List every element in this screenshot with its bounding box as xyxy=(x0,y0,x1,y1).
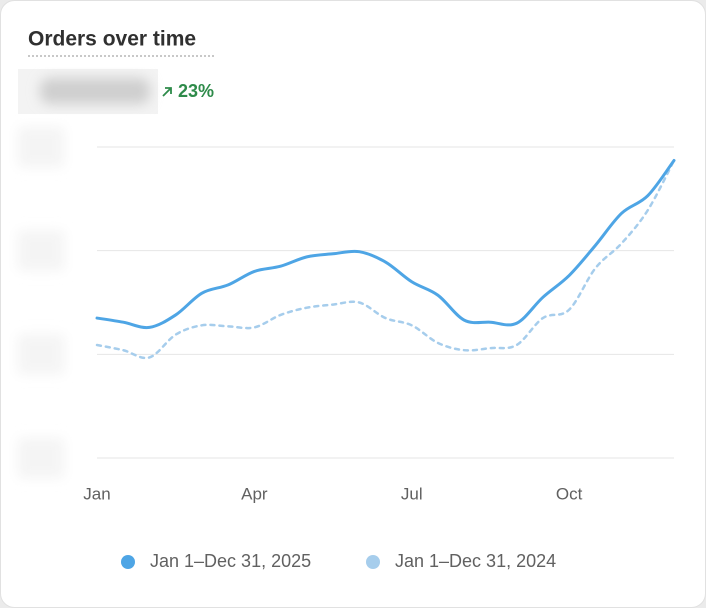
series-line xyxy=(95,158,676,330)
blurred-y-tick-label xyxy=(18,334,64,375)
change-percent: 23% xyxy=(178,81,214,101)
blurred-y-tick-label xyxy=(18,438,64,478)
x-tick-label: Apr xyxy=(241,484,268,503)
blurred-total-text xyxy=(40,78,150,104)
card-title[interactable]: Orders over time xyxy=(28,28,196,51)
x-tick-label: Oct xyxy=(556,484,583,503)
blurred-y-tick-label xyxy=(18,230,64,271)
series-line xyxy=(95,159,676,360)
x-tick-label: Jul xyxy=(401,484,423,503)
legend-swatch xyxy=(366,555,380,569)
legend-label[interactable]: Jan 1–Dec 31, 2024 xyxy=(395,551,556,571)
blurred-y-tick-label xyxy=(18,127,64,167)
trend-arrow xyxy=(162,87,172,97)
legend-swatch xyxy=(121,555,135,569)
x-tick-label: Jan xyxy=(83,484,110,503)
legend-label[interactable]: Jan 1–Dec 31, 2025 xyxy=(150,551,311,571)
